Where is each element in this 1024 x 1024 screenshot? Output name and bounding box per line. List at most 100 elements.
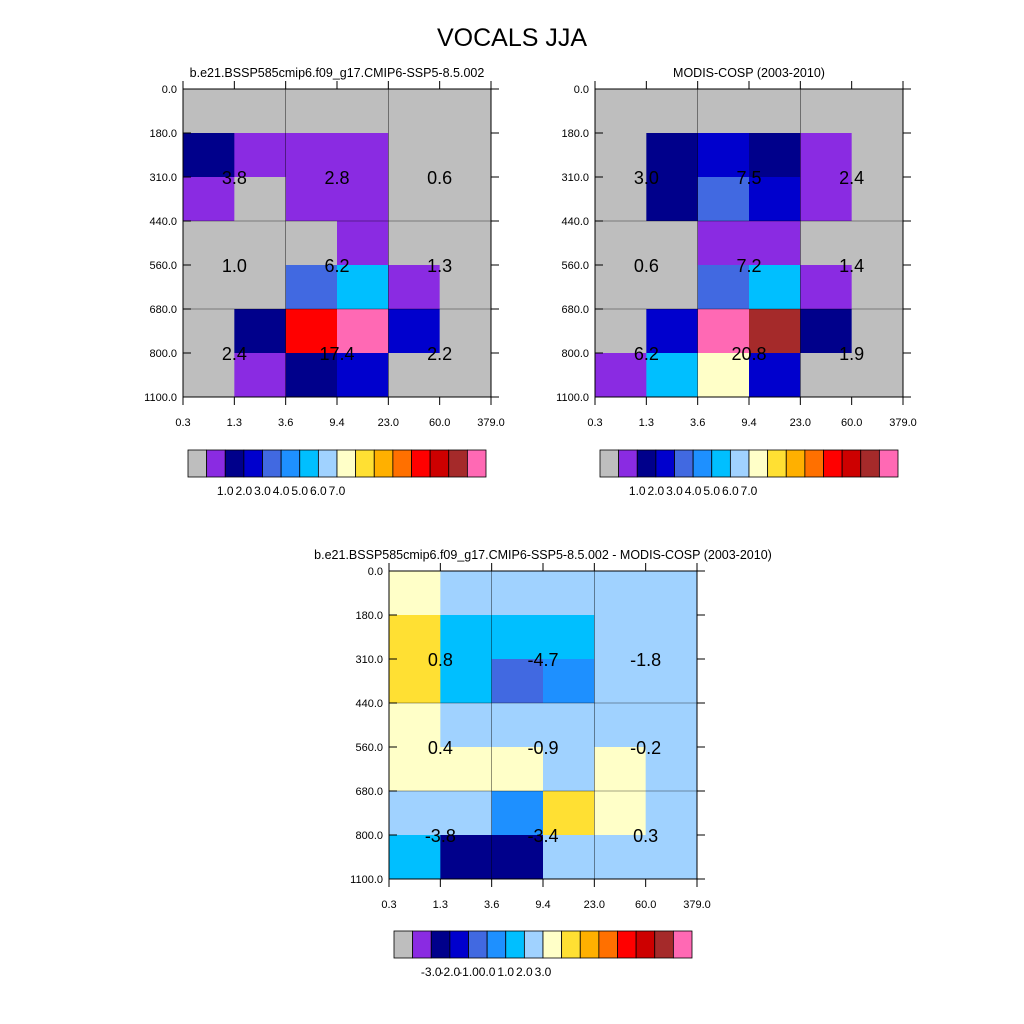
colorbar-label: 6.0 [310, 484, 327, 498]
heatmap-cell [389, 615, 441, 660]
heatmap-cell [440, 615, 493, 660]
colorbar-label: 4.0 [685, 484, 702, 498]
heatmap-cell [543, 659, 595, 704]
cell-value-label: 1.9 [839, 344, 864, 364]
colorbar-swatch [280, 449, 301, 478]
heatmap-cell [543, 791, 595, 836]
x-tick-label: 0.3 [587, 417, 602, 429]
heatmap-cell [183, 265, 235, 310]
heatmap-cell [491, 835, 544, 880]
colorbar-swatch [505, 930, 525, 959]
colorbar-label: -1.0 [458, 965, 479, 979]
colorbar-swatch [823, 449, 843, 478]
heatmap-cell [337, 133, 389, 178]
heatmap-cell [645, 615, 698, 660]
y-tick-label: 180.0 [561, 128, 589, 140]
colorbar-label: -2.0 [440, 965, 461, 979]
heatmap-cell [234, 309, 287, 354]
heatmap-cell [388, 309, 441, 354]
colorbar-swatch [598, 930, 618, 959]
y-tick-label: 680.0 [149, 304, 177, 316]
colorbar-swatch [523, 930, 544, 959]
cell-value-label: -3.4 [527, 826, 558, 846]
y-tick-label: 680.0 [561, 304, 589, 316]
colorbar-swatch [299, 449, 319, 478]
heatmap-cell [183, 133, 235, 178]
heatmap-cell [491, 615, 544, 660]
colorbar-swatch [430, 930, 451, 959]
heatmap-cell [388, 221, 441, 266]
heatmap-cell [234, 89, 287, 134]
heatmap-cell [851, 265, 904, 310]
y-tick-label: 680.0 [355, 786, 383, 798]
heatmap-cell [285, 133, 338, 178]
colorbar-swatch [448, 449, 468, 478]
cell-value-label: 3.0 [634, 168, 659, 188]
heatmap-cell [697, 133, 750, 178]
heatmap-cell [851, 309, 904, 354]
heatmap-cell [646, 89, 699, 134]
heatmap-cell [851, 353, 904, 398]
heatmap-cell [595, 133, 647, 178]
colorbar-swatch [393, 930, 414, 959]
heatmap-cell [749, 265, 801, 310]
cell-value-label: -1.8 [630, 650, 661, 670]
heatmap-cell [697, 265, 750, 310]
panel-title: MODIS-COSP (2003-2010) [673, 66, 825, 80]
colorbar-label: 6.0 [722, 484, 739, 498]
heatmap-cell [645, 835, 698, 880]
heatmap-cell [337, 89, 389, 134]
heatmap-cell [388, 353, 441, 398]
heatmap-cell [439, 309, 492, 354]
y-tick-label: 800.0 [355, 830, 383, 842]
panel-1: b.e21.BSSP585cmip6.f09_g17.CMIP6-SSP5-8.… [144, 66, 505, 498]
x-tick-label: 9.4 [741, 417, 756, 429]
heatmap-cell [439, 177, 492, 222]
heatmap-cell [388, 177, 441, 222]
heatmap-cell [543, 571, 595, 616]
x-tick-label: 23.0 [584, 899, 605, 911]
heatmap-cell [697, 177, 750, 222]
y-tick-label: 1100.0 [556, 392, 589, 404]
y-tick-label: 1100.0 [144, 392, 177, 404]
y-tick-label: 440.0 [561, 216, 589, 228]
y-tick-label: 0.0 [368, 566, 383, 578]
x-tick-label: 0.3 [381, 899, 396, 911]
heatmap-cell [337, 353, 389, 398]
cell-value-label: 1.3 [427, 256, 452, 276]
x-tick-label: 3.6 [690, 417, 705, 429]
cell-value-label: 0.6 [634, 256, 659, 276]
heatmap-cell [800, 265, 853, 310]
colorbar-swatch [674, 449, 694, 478]
x-tick-label: 1.3 [433, 899, 448, 911]
colorbar-label: 2.0 [236, 484, 253, 498]
cell-value-label: 7.5 [736, 168, 761, 188]
colorbar-swatch [449, 930, 469, 959]
cell-value-label: 0.6 [427, 168, 452, 188]
panel-3: b.e21.BSSP585cmip6.f09_g17.CMIP6-SSP5-8.… [314, 548, 772, 979]
heatmap-cell [285, 89, 338, 134]
colorbar-label: 5.0 [291, 484, 308, 498]
colorbar-swatch [635, 930, 656, 959]
x-tick-label: 23.0 [378, 417, 399, 429]
heatmap-cell [388, 265, 441, 310]
panels-group: b.e21.BSSP585cmip6.f09_g17.CMIP6-SSP5-8.… [144, 66, 917, 979]
heatmap-cell [594, 659, 647, 704]
colorbar-swatch [785, 449, 806, 478]
cell-value-label: 6.2 [324, 256, 349, 276]
heatmap-cell [749, 177, 801, 222]
heatmap-cell [594, 791, 647, 836]
colorbar-swatch [579, 930, 600, 959]
heatmap-cell [594, 703, 647, 748]
colorbar-swatch [767, 449, 787, 478]
heatmap-cell [491, 747, 544, 792]
heatmap-cell [183, 177, 235, 222]
heatmap-cell [543, 835, 595, 880]
colorbar-swatch [243, 449, 263, 478]
colorbar-label: 7.0 [741, 484, 758, 498]
heatmap-cell [491, 791, 544, 836]
y-tick-label: 0.0 [162, 84, 177, 96]
cell-value-label: 20.8 [731, 344, 766, 364]
panel-2: MODIS-COSP (2003-2010) 0.0 180.0 310.0 440.0… [556, 66, 917, 498]
heatmap-cell [440, 703, 493, 748]
